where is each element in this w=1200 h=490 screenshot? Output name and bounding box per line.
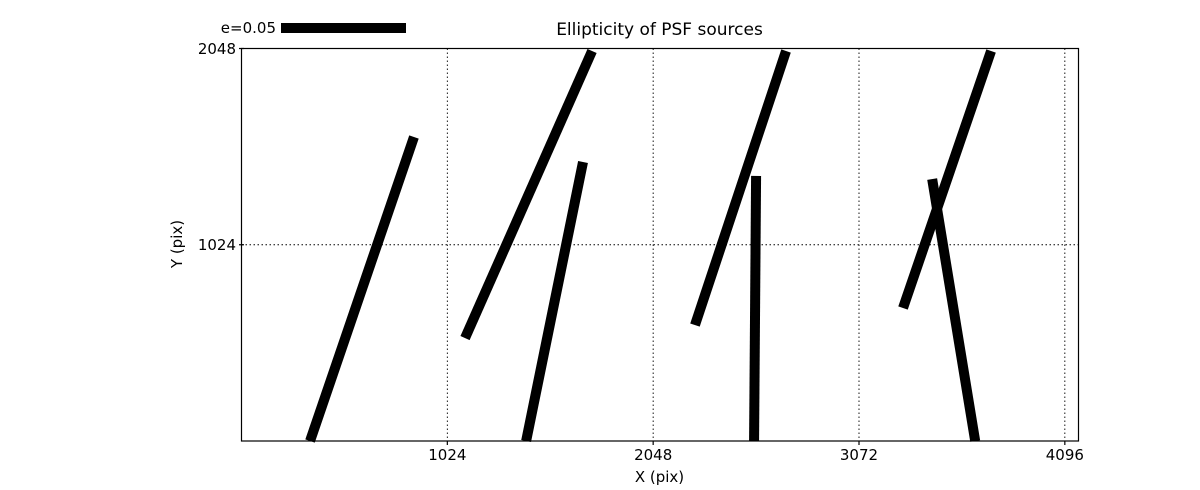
y-tick-label: 2048: [197, 39, 236, 58]
whisker-segment: [898, 49, 996, 310]
plot-frame: [240, 47, 1080, 442]
tick-marks: [239, 47, 1066, 445]
legend-label: e=0.05: [220, 19, 276, 37]
y-tick-label: 1024: [197, 235, 236, 254]
whisker-segment: [927, 178, 981, 442]
legend-scale-bar: [281, 23, 406, 33]
x-tick-label: 2048: [634, 446, 673, 464]
ellipticity-whiskers: [305, 48, 996, 443]
x-axis-label: X (pix): [634, 468, 685, 486]
whisker-segment: [460, 48, 597, 341]
x-tick-label: 1024: [428, 446, 467, 464]
x-tick-label: 4096: [1045, 446, 1084, 464]
x-tick-label: 3072: [839, 446, 879, 464]
whisker-segment: [521, 160, 588, 442]
plot-title: Ellipticity of PSF sources: [556, 20, 763, 40]
whisker-segment: [690, 49, 791, 327]
whisker-segment: [749, 175, 762, 442]
whisker-segment: [305, 135, 419, 443]
gridlines: [241, 48, 1079, 441]
